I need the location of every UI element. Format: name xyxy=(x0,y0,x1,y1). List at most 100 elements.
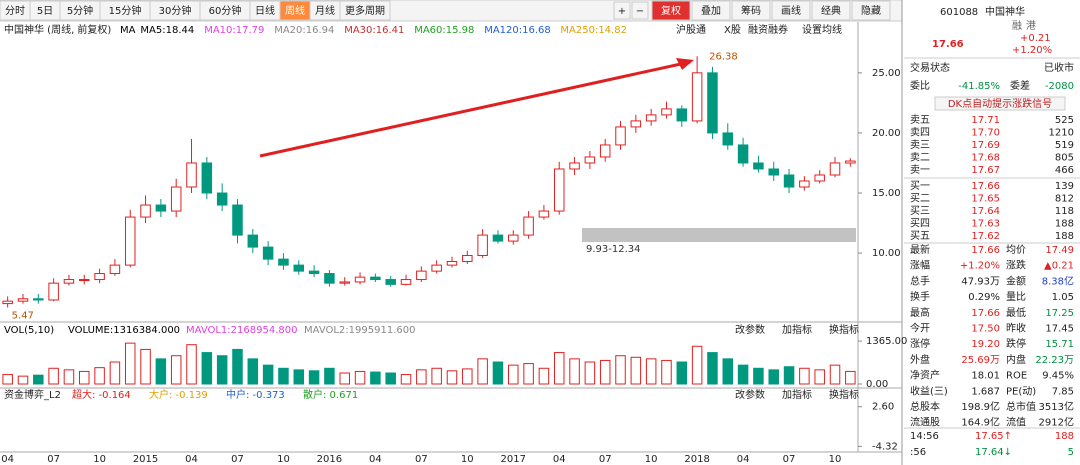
volume-bar xyxy=(400,374,412,385)
candle-body xyxy=(599,144,611,158)
stat-value: 18.01 xyxy=(971,371,1000,382)
zoom-btn[interactable] xyxy=(613,1,631,20)
candle-body xyxy=(462,255,473,263)
candle-body xyxy=(400,279,412,285)
stat-label: 最低 xyxy=(1006,306,1026,319)
stat-value: 164.9亿 xyxy=(961,416,1000,429)
period-label[interactable]: 30分钟 xyxy=(159,4,192,17)
candle-body xyxy=(446,261,458,266)
ma-legend: MA xyxy=(120,25,136,36)
candle-body xyxy=(783,174,795,188)
stat-value: 22.23万 xyxy=(1035,355,1074,366)
x-tick-label: 10 xyxy=(93,454,106,465)
stat-label: 涨幅 xyxy=(910,259,930,272)
ma-legend: MA120:16.68 xyxy=(484,25,551,36)
stock-name: 中国神华 xyxy=(985,5,1025,18)
candle-body xyxy=(508,234,519,242)
ma-legend: MA60:15.98 xyxy=(414,25,474,36)
tool-label[interactable]: 筹码 xyxy=(741,4,761,17)
vol-legend: MAVOL1:2168954.800 xyxy=(186,325,297,336)
candle-body xyxy=(737,144,749,164)
candle-body xyxy=(753,162,764,170)
candle-body xyxy=(262,246,274,260)
tool-label[interactable]: 画线 xyxy=(781,4,801,17)
volume-bar xyxy=(845,370,856,385)
volume-bar xyxy=(94,367,105,385)
candle-body xyxy=(829,162,841,176)
volume-bar xyxy=(783,366,795,385)
tool-btn[interactable] xyxy=(811,0,851,21)
tool-btn[interactable] xyxy=(651,0,691,21)
annotation: 5.47 xyxy=(12,311,34,322)
stat-value: 8.38亿 xyxy=(1042,274,1074,287)
panel-button[interactable]: 改参数 xyxy=(735,323,765,336)
volume-bar xyxy=(201,352,213,385)
volume-bar xyxy=(370,371,381,385)
weibi: 委差 xyxy=(1010,79,1030,92)
volume-bar xyxy=(293,369,305,385)
candle-body xyxy=(814,174,825,182)
zoom-icon[interactable]: + xyxy=(618,6,626,17)
book-side: 卖五 xyxy=(910,114,930,126)
period-label[interactable]: 日线 xyxy=(255,4,275,17)
period-label[interactable]: 5分钟 xyxy=(67,4,93,17)
arrow-head xyxy=(676,58,694,70)
panel-button[interactable]: 改参数 xyxy=(735,388,765,401)
period-tab[interactable] xyxy=(339,0,391,21)
period-label[interactable]: 月线 xyxy=(315,4,335,17)
volume-bar xyxy=(124,342,136,385)
book-volume: 118 xyxy=(1055,206,1074,217)
tool-btn[interactable] xyxy=(851,0,891,21)
stat-label: 量比 xyxy=(1006,291,1026,303)
panel-button[interactable]: 加指标 xyxy=(782,388,812,401)
volume-bar xyxy=(308,370,320,385)
stat-value: 15.71 xyxy=(1045,339,1074,350)
tool-btn[interactable] xyxy=(771,0,811,21)
tool-label[interactable]: 叠加 xyxy=(701,5,721,17)
period-label[interactable]: 分时 xyxy=(5,5,25,17)
y-tick-label: -4.32 xyxy=(872,441,898,452)
stat-value: 1.05 xyxy=(1052,292,1074,303)
volume-bar xyxy=(691,345,703,385)
chart-link[interactable]: 设置均线 xyxy=(802,23,842,36)
arrow xyxy=(259,60,691,158)
change: +0.21 xyxy=(1020,33,1051,44)
stat-label: 总市值 xyxy=(1006,400,1036,413)
pct: +1.20% xyxy=(1012,45,1052,56)
stat-label: 跌停 xyxy=(1006,337,1026,350)
tool-btn[interactable] xyxy=(731,0,771,21)
volume-bar xyxy=(829,364,841,385)
candle-body xyxy=(216,192,228,206)
candle-body xyxy=(845,160,856,164)
stat-label: 流值 xyxy=(1006,416,1026,429)
stat-label: PE(动) xyxy=(1006,385,1036,397)
chart-link[interactable]: 沪股通 xyxy=(676,23,706,36)
y-tick-label: 20.00 xyxy=(872,128,901,139)
panel-button[interactable]: 加指标 xyxy=(782,323,812,336)
tool-btn[interactable] xyxy=(691,0,731,21)
period-label[interactable]: 更多周期 xyxy=(345,4,385,17)
dk-bar[interactable] xyxy=(934,96,1066,111)
tool-label[interactable]: 经典 xyxy=(821,4,841,17)
panel-button[interactable]: 换指标 xyxy=(829,388,859,401)
book-volume: 188 xyxy=(1055,231,1074,242)
book-price: 17.64 xyxy=(971,206,1000,217)
candle-body xyxy=(584,156,596,164)
candle-body xyxy=(707,72,718,134)
chart-link[interactable]: X股 xyxy=(724,24,741,36)
candle-body xyxy=(278,258,289,266)
zoom-icon[interactable]: − xyxy=(636,6,644,17)
zoom-btn[interactable] xyxy=(631,1,649,20)
candle-body xyxy=(676,108,688,122)
dk-signal[interactable]: DK点自动提示涨跌信号 xyxy=(948,97,1052,110)
stat-label: 总股本 xyxy=(910,400,940,413)
period-label[interactable]: 5日 xyxy=(37,6,53,17)
tool-label[interactable]: 复权 xyxy=(661,4,681,17)
period-label[interactable]: 60分钟 xyxy=(209,4,242,17)
panel-button[interactable]: 换指标 xyxy=(829,323,859,336)
period-label[interactable]: 周线 xyxy=(285,4,305,17)
chart-title: 中国神华 (周线, 前复权) xyxy=(4,23,111,36)
tool-label[interactable]: 隐藏 xyxy=(861,5,881,17)
chart-link[interactable]: 融资融券 xyxy=(748,23,788,36)
period-label[interactable]: 15分钟 xyxy=(109,4,142,17)
